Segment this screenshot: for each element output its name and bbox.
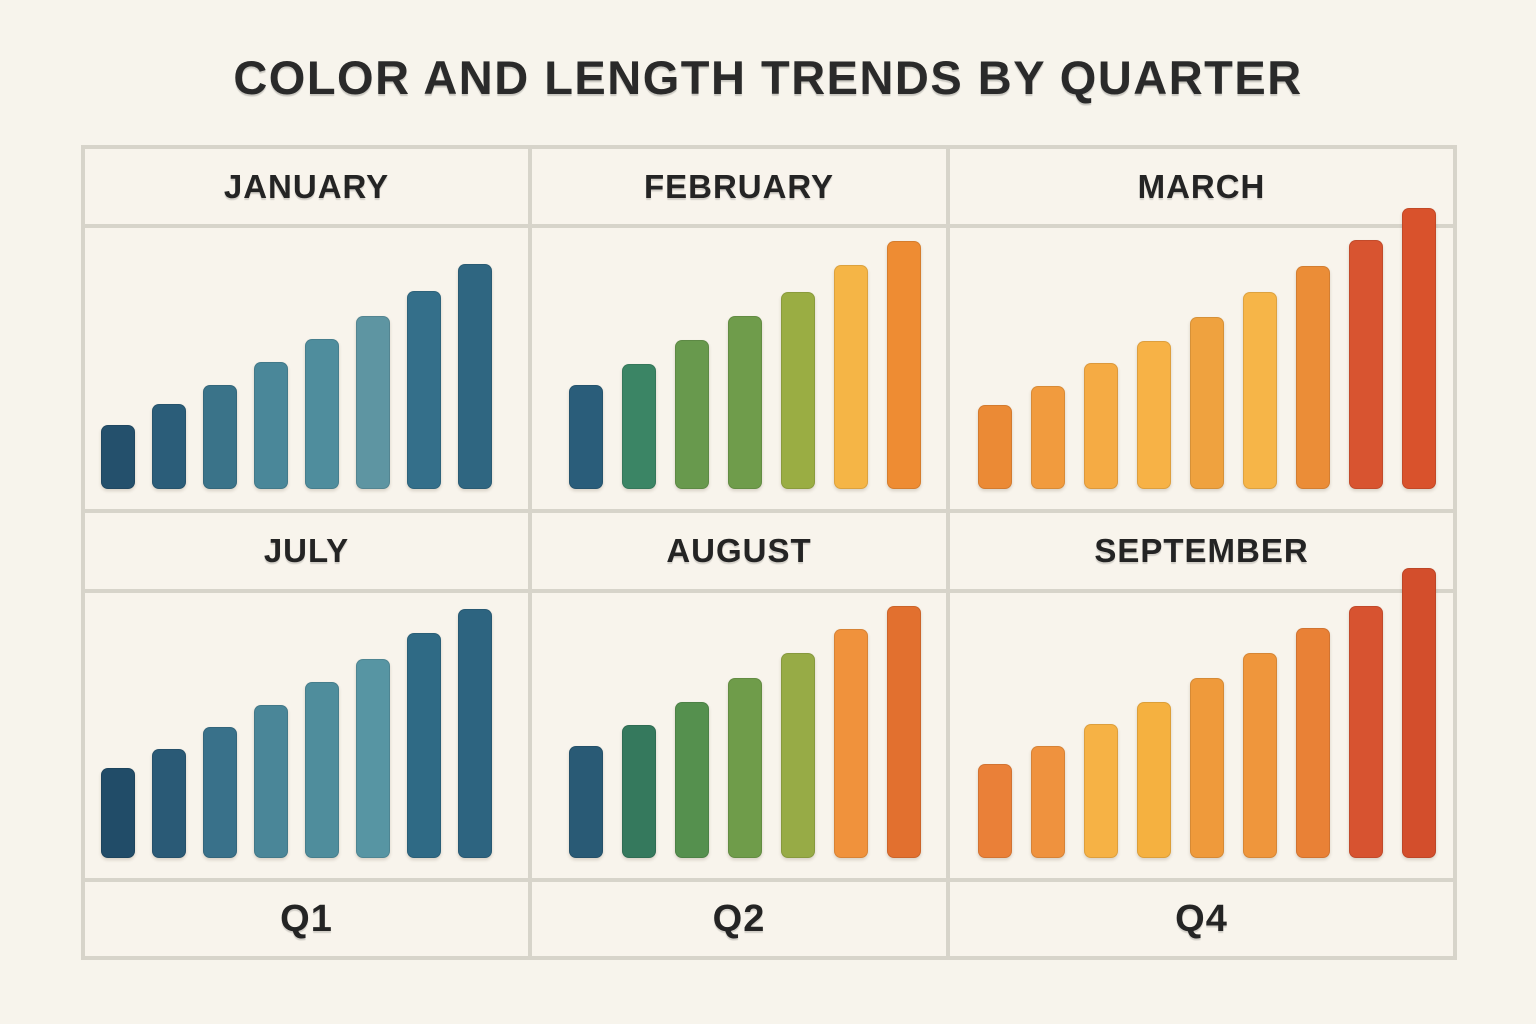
- bar-group-july: [85, 609, 492, 858]
- bar-group-february: [532, 241, 921, 489]
- bar-group-march: [950, 208, 1436, 489]
- month-header-january: JANUARY: [85, 149, 528, 224]
- bar: [978, 764, 1012, 858]
- bar: [569, 385, 603, 489]
- bar: [1137, 702, 1171, 858]
- bar: [305, 682, 339, 858]
- bar: [622, 725, 656, 858]
- bar: [152, 749, 186, 858]
- bar: [458, 609, 492, 858]
- bar: [356, 659, 390, 858]
- bar: [675, 702, 709, 858]
- quarter-label-q2: Q2: [532, 882, 946, 956]
- bar: [781, 292, 815, 489]
- bar: [1031, 386, 1065, 489]
- bar: [458, 264, 492, 489]
- bar: [1190, 317, 1224, 489]
- chart-february: [532, 228, 946, 509]
- bar: [728, 316, 762, 489]
- bar: [1243, 653, 1277, 858]
- bar: [1402, 208, 1436, 489]
- page-title: COLOR AND LENGTH TRENDS BY QUARTER: [233, 51, 1303, 104]
- bar-group-january: [85, 264, 492, 489]
- bar: [622, 364, 656, 489]
- bar: [203, 727, 237, 858]
- bar: [1084, 724, 1118, 858]
- month-header-july: JULY: [85, 513, 528, 589]
- chart-august: [532, 593, 946, 878]
- quarter-label-q4: Q4: [950, 882, 1453, 956]
- month-header-august: AUGUST: [532, 513, 946, 589]
- bar: [978, 405, 1012, 489]
- bar: [887, 606, 921, 858]
- bar: [834, 265, 868, 489]
- month-header-march: MARCH: [950, 149, 1453, 224]
- bar: [254, 705, 288, 858]
- bar: [728, 678, 762, 858]
- bar: [101, 768, 135, 858]
- bar: [1137, 341, 1171, 489]
- bar: [781, 653, 815, 858]
- quarter-label-q1: Q1: [85, 882, 528, 956]
- bar: [407, 633, 441, 858]
- bar: [1402, 568, 1436, 858]
- bar: [1296, 266, 1330, 489]
- chart-september: [950, 568, 1453, 878]
- bar: [1031, 746, 1065, 858]
- bar: [1084, 363, 1118, 489]
- month-header-september: SEPTEMBER: [950, 513, 1453, 589]
- bar: [1296, 628, 1330, 858]
- chart-march: [950, 208, 1453, 509]
- bar: [834, 629, 868, 858]
- bar: [1349, 240, 1383, 489]
- chart-january: [85, 228, 528, 509]
- bar: [1349, 606, 1383, 858]
- bar: [675, 340, 709, 489]
- bar: [407, 291, 441, 489]
- bar: [254, 362, 288, 489]
- month-header-february: FEBRUARY: [532, 149, 946, 224]
- bar-group-september: [950, 568, 1436, 858]
- bar: [887, 241, 921, 489]
- quarter-trends-table: JANUARY FEBRUARY MARCH JULY AUGUST SEPTE…: [81, 145, 1457, 960]
- bar: [305, 339, 339, 489]
- bar: [203, 385, 237, 489]
- bar: [1190, 678, 1224, 858]
- bar: [569, 746, 603, 858]
- bar: [1243, 292, 1277, 489]
- bar: [356, 316, 390, 489]
- bar: [101, 425, 135, 489]
- bar-group-august: [532, 606, 921, 858]
- bar: [152, 404, 186, 489]
- chart-july: [85, 593, 528, 878]
